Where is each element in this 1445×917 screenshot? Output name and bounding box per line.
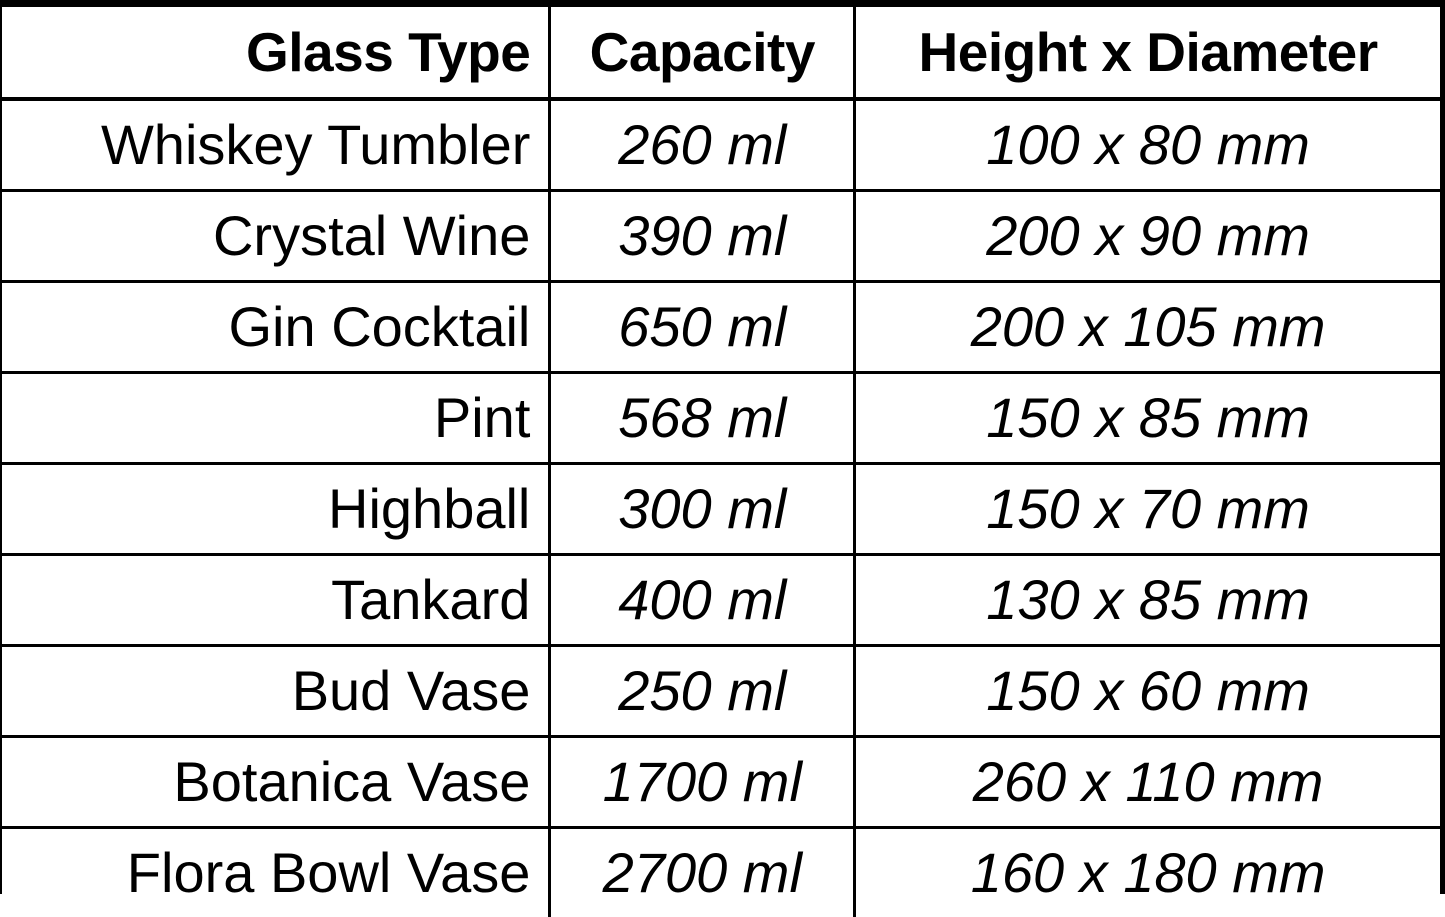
cell-capacity: 260 ml [550, 99, 855, 191]
cell-glass-type: Highball [2, 464, 550, 555]
table-body: Whiskey Tumbler 260 ml 100 x 80 mm Cryst… [2, 99, 1440, 917]
cell-dimensions: 150 x 85 mm [855, 373, 1440, 464]
table-row: Highball 300 ml 150 x 70 mm [2, 464, 1440, 555]
cell-capacity: 650 ml [550, 282, 855, 373]
table-row: Crystal Wine 390 ml 200 x 90 mm [2, 191, 1440, 282]
cell-dimensions: 200 x 105 mm [855, 282, 1440, 373]
cell-capacity: 2700 ml [550, 828, 855, 917]
table-row: Tankard 400 ml 130 x 85 mm [2, 555, 1440, 646]
header-row: Glass Type Capacity Height x Diameter [2, 7, 1440, 99]
cell-dimensions: 100 x 80 mm [855, 99, 1440, 191]
cell-dimensions: 150 x 70 mm [855, 464, 1440, 555]
cell-glass-type: Crystal Wine [2, 191, 550, 282]
cell-glass-type: Whiskey Tumbler [2, 99, 550, 191]
cell-glass-type: Tankard [2, 555, 550, 646]
cell-dimensions: 130 x 85 mm [855, 555, 1440, 646]
cell-glass-type: Pint [2, 373, 550, 464]
table-row: Gin Cocktail 650 ml 200 x 105 mm [2, 282, 1440, 373]
cell-glass-type: Bud Vase [2, 646, 550, 737]
cell-dimensions: 200 x 90 mm [855, 191, 1440, 282]
cell-capacity: 390 ml [550, 191, 855, 282]
table-row: Bud Vase 250 ml 150 x 60 mm [2, 646, 1440, 737]
cell-capacity: 568 ml [550, 373, 855, 464]
table-row: Pint 568 ml 150 x 85 mm [2, 373, 1440, 464]
column-header-glass-type[interactable]: Glass Type [2, 7, 550, 99]
spec-table-container: Glass Type Capacity Height x Diameter Wh… [0, 0, 1445, 894]
cell-dimensions: 160 x 180 mm [855, 828, 1440, 917]
cell-dimensions: 260 x 110 mm [855, 737, 1440, 828]
cell-capacity: 400 ml [550, 555, 855, 646]
cell-glass-type: Flora Bowl Vase [2, 828, 550, 917]
cell-glass-type: Gin Cocktail [2, 282, 550, 373]
column-header-dimensions[interactable]: Height x Diameter [855, 7, 1440, 99]
table-row: Botanica Vase 1700 ml 260 x 110 mm [2, 737, 1440, 828]
table-row: Whiskey Tumbler 260 ml 100 x 80 mm [2, 99, 1440, 191]
cell-glass-type: Botanica Vase [2, 737, 550, 828]
table-header: Glass Type Capacity Height x Diameter [2, 7, 1440, 99]
cell-dimensions: 150 x 60 mm [855, 646, 1440, 737]
table-row: Flora Bowl Vase 2700 ml 160 x 180 mm [2, 828, 1440, 917]
glass-type-table: Glass Type Capacity Height x Diameter Wh… [2, 7, 1440, 917]
cell-capacity: 1700 ml [550, 737, 855, 828]
cell-capacity: 250 ml [550, 646, 855, 737]
column-header-capacity[interactable]: Capacity [550, 7, 855, 99]
cell-capacity: 300 ml [550, 464, 855, 555]
